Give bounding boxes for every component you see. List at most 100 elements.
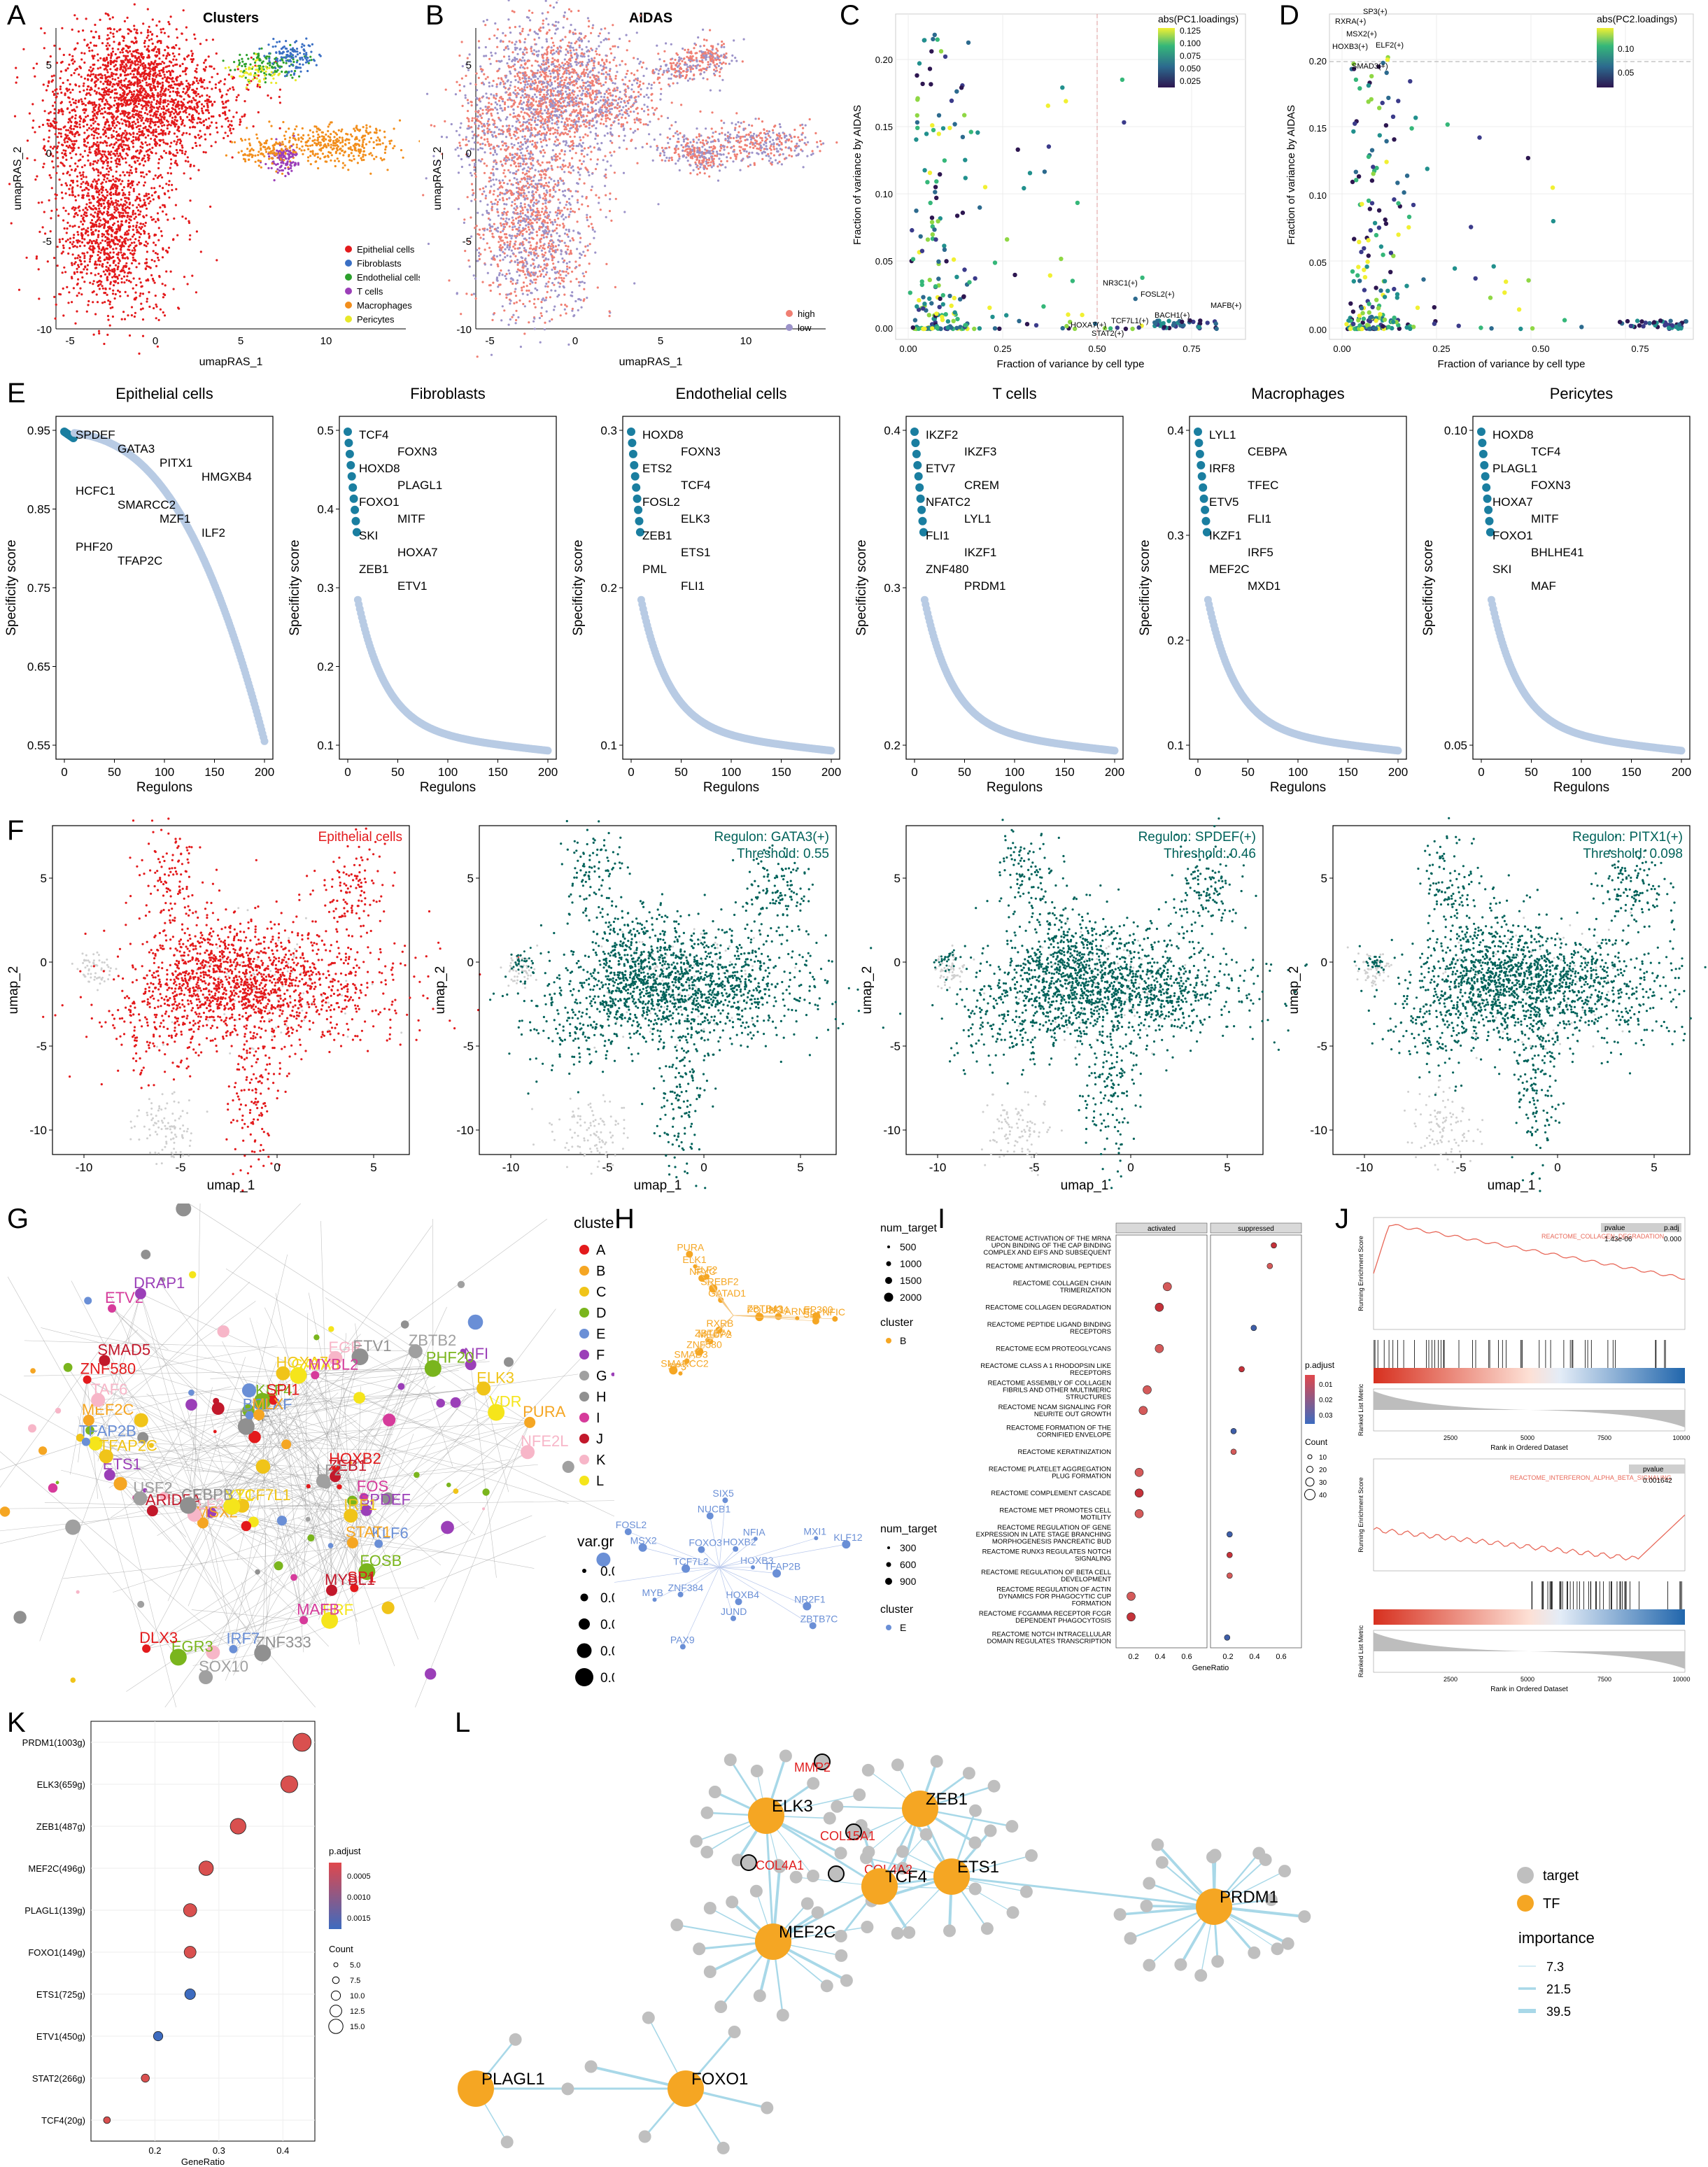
cell-dot xyxy=(229,127,232,130)
cell-dot xyxy=(486,164,488,167)
cell-dot xyxy=(341,128,344,131)
cell-dot xyxy=(558,157,561,160)
cell-dot xyxy=(92,127,94,129)
cell-dot xyxy=(104,221,107,224)
cell-dot xyxy=(499,119,502,122)
cell-dot xyxy=(198,79,202,82)
cell-dot xyxy=(315,160,318,163)
cell-dot xyxy=(466,57,469,59)
cell-dot xyxy=(141,307,144,310)
cell-dot xyxy=(251,154,254,157)
cell-dot xyxy=(165,270,168,273)
cell-dot xyxy=(98,332,101,335)
cell-dot xyxy=(157,125,160,128)
cell-dot xyxy=(147,134,150,137)
cell-dot xyxy=(182,90,185,93)
cell-dot xyxy=(201,109,204,113)
cell-dot xyxy=(174,155,177,157)
cell-dot xyxy=(211,76,213,78)
cell-dot xyxy=(160,28,162,31)
cell-dot xyxy=(94,263,97,266)
cell-dot xyxy=(136,97,139,99)
cell-dot xyxy=(110,234,113,237)
cell-dot xyxy=(264,70,267,73)
cell-dot xyxy=(292,58,295,61)
cell-dot xyxy=(76,180,78,183)
cell-dot xyxy=(91,111,94,113)
cell-dot xyxy=(171,52,174,55)
panel-a-xtick: -5 xyxy=(65,335,74,347)
cell-dot xyxy=(358,150,360,153)
cell-dot xyxy=(161,256,164,259)
cell-dot xyxy=(99,283,102,285)
cell-dot xyxy=(227,89,230,92)
cell-dot xyxy=(57,214,60,217)
cell-dot xyxy=(78,99,80,102)
cell-dot xyxy=(197,112,200,115)
cell-dot xyxy=(553,98,556,101)
cell-dot xyxy=(93,81,96,84)
cell-dot xyxy=(282,50,285,53)
cell-dot xyxy=(164,284,167,287)
cell-dot xyxy=(164,76,167,78)
cell-dot xyxy=(97,234,100,237)
cell-dot xyxy=(148,202,150,205)
cell-dot xyxy=(344,139,347,142)
cell-dot xyxy=(313,141,316,144)
cell-dot xyxy=(278,66,281,69)
cell-dot xyxy=(102,202,105,205)
cell-dot xyxy=(121,85,124,87)
cell-dot xyxy=(136,110,139,113)
cell-dot xyxy=(278,101,281,104)
cell-dot xyxy=(348,141,351,144)
cell-dot xyxy=(278,88,281,91)
cell-dot xyxy=(121,224,124,227)
cell-dot xyxy=(76,246,78,248)
cell-dot xyxy=(158,274,161,278)
cell-dot xyxy=(267,62,269,65)
cell-dot xyxy=(200,135,203,138)
cell-dot xyxy=(294,128,297,131)
cell-dot xyxy=(158,57,161,60)
cell-dot xyxy=(97,283,100,287)
cell-dot xyxy=(115,69,118,71)
cell-dot xyxy=(110,52,113,55)
cell-dot xyxy=(87,242,90,245)
cell-dot xyxy=(73,234,76,237)
cell-dot xyxy=(97,243,100,246)
cell-dot xyxy=(107,233,110,236)
cell-dot xyxy=(609,164,612,167)
cell-dot xyxy=(310,59,313,62)
cell-dot xyxy=(120,143,122,146)
cell-dot xyxy=(76,125,79,128)
cell-dot xyxy=(306,56,309,59)
cell-dot xyxy=(168,77,171,80)
cell-dot xyxy=(73,262,76,265)
panel-b-title: AIDAS xyxy=(629,10,672,26)
cell-dot xyxy=(106,230,108,232)
cell-dot xyxy=(318,53,321,56)
cell-dot xyxy=(100,157,103,160)
cell-dot xyxy=(133,106,136,108)
cell-dot xyxy=(157,256,160,259)
cell-dot xyxy=(136,132,139,135)
cell-dot xyxy=(92,180,94,183)
cell-dot xyxy=(44,232,47,235)
cell-dot xyxy=(318,128,320,132)
cell-dot xyxy=(248,144,252,147)
cell-dot xyxy=(195,87,199,90)
cell-dot xyxy=(184,106,187,108)
cell-dot xyxy=(290,73,292,76)
cell-dot xyxy=(255,52,257,55)
cell-dot xyxy=(64,209,67,212)
cell-dot xyxy=(206,87,209,90)
cell-dot xyxy=(104,111,106,113)
cell-dot xyxy=(146,143,148,146)
cell-dot xyxy=(95,293,98,296)
cell-dot xyxy=(147,94,150,97)
cell-dot xyxy=(53,44,56,47)
cell-dot xyxy=(488,85,490,87)
cell-dot xyxy=(581,141,584,144)
cell-dot xyxy=(140,94,143,97)
cell-dot xyxy=(92,117,94,120)
